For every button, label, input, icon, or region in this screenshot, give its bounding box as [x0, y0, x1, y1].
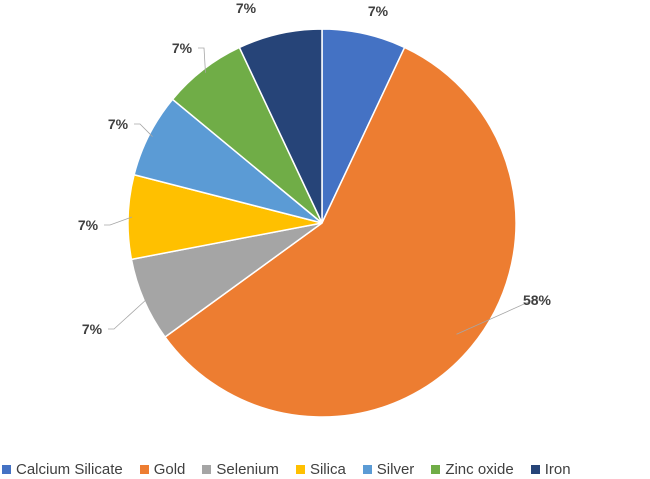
pie-chart: 7% 58% 7% 7% 7% 7% 7%: [78, 0, 552, 418]
legend-swatch: [2, 465, 11, 474]
pie-slice-iron: [238, 28, 323, 224]
leader-line: [108, 298, 148, 330]
data-label: 7%: [368, 3, 389, 19]
legend-swatch: [295, 465, 305, 474]
leader-line: [104, 216, 133, 226]
pie-slice-gold: [164, 46, 517, 418]
legend-item: Silica: [295, 461, 346, 478]
legend-label: Silver: [376, 461, 415, 478]
data-label: 7%: [108, 116, 129, 132]
legend-label: Iron: [544, 461, 571, 478]
leader-line: [198, 47, 206, 73]
data-label: 7%: [78, 217, 99, 233]
legend-item: Zinc oxide: [431, 461, 514, 478]
legend-item: Iron: [530, 461, 571, 478]
data-label: 7%: [172, 40, 193, 56]
legend-swatch: [431, 465, 441, 474]
legend-swatch: [139, 465, 149, 474]
legend-label: Zinc oxide: [445, 461, 514, 478]
data-label: 7%: [82, 321, 103, 337]
legend-swatch: [362, 465, 372, 474]
data-label: 7%: [236, 0, 257, 16]
legend-label: Silica: [309, 461, 346, 478]
legend-item: Calcium Silicate: [2, 461, 123, 478]
legend-item: Silver: [362, 461, 415, 478]
legend-swatch: [530, 465, 540, 474]
leader-line: [134, 123, 153, 137]
legend-label: Selenium: [216, 461, 279, 478]
legend-label: Calcium Silicate: [16, 461, 123, 478]
legend-swatch: [202, 465, 212, 474]
leader-line: [456, 299, 539, 335]
data-label: 58%: [523, 292, 552, 308]
legend-label: Gold: [153, 461, 186, 478]
legend-item: Gold: [139, 461, 186, 478]
legend-item: Selenium: [202, 461, 279, 478]
legend: Calcium Silicate Gold Selenium Silica Silver…: [2, 461, 588, 478]
